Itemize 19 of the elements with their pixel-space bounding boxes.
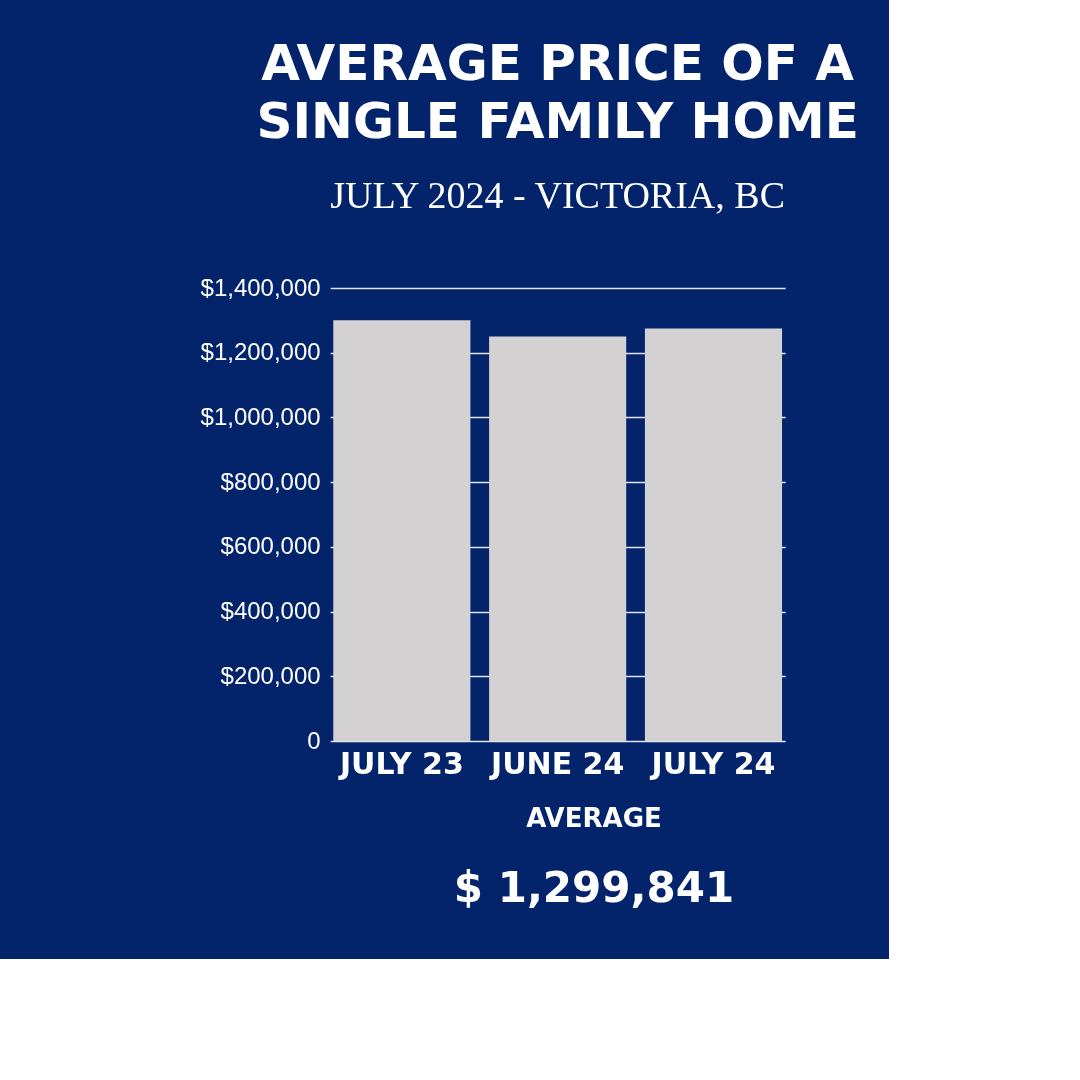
y-tick-label: $1,400,000 — [200, 273, 321, 301]
y-tick-label: $800,000 — [220, 467, 321, 495]
bar — [489, 336, 627, 741]
bar — [644, 328, 783, 741]
x-tick-label: JULY 24 — [649, 745, 776, 781]
y-tick-label: 0 — [307, 726, 321, 754]
chart-subtitle: JULY 2024 - VICTORIA, BC — [330, 174, 786, 216]
text: AVERAGE — [526, 803, 662, 833]
text: SINGLE FAMILY HOME — [256, 92, 859, 150]
text: $ 1,299,841 — [453, 863, 735, 912]
y-tick-label: $200,000 — [220, 661, 321, 689]
text: AVERAGE PRICE OF A — [261, 34, 855, 92]
x-tick-label: JULY 23 — [337, 745, 464, 781]
y-tick-label: $1,000,000 — [200, 402, 321, 430]
x-tick-label: JUNE 24 — [489, 745, 625, 781]
y-tick-label: $1,200,000 — [200, 338, 321, 366]
y-tick-label: $600,000 — [220, 532, 321, 560]
bar — [333, 320, 471, 741]
y-tick-label: $400,000 — [220, 597, 321, 625]
